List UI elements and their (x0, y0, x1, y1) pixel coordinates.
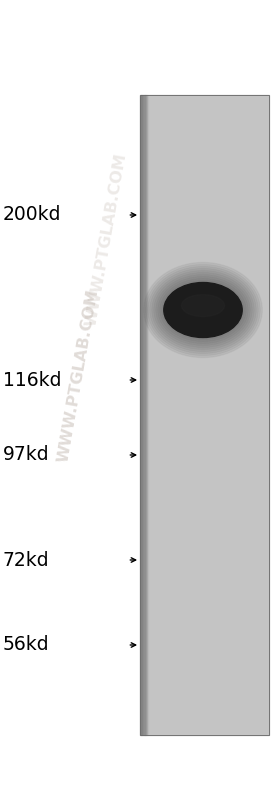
Bar (140, 95, 269, 735)
Ellipse shape (160, 279, 246, 341)
Bar (141, 95, 142, 735)
Bar (145, 95, 146, 735)
Text: 116kd: 116kd (3, 371, 61, 389)
Bar (142, 95, 143, 735)
Ellipse shape (164, 283, 242, 337)
Ellipse shape (150, 268, 256, 352)
Ellipse shape (152, 271, 254, 349)
Ellipse shape (146, 264, 260, 356)
Ellipse shape (162, 280, 244, 340)
Bar (145, 95, 146, 735)
Ellipse shape (181, 295, 225, 316)
Bar (144, 95, 145, 735)
Text: 72kd: 72kd (3, 551, 50, 570)
Bar (146, 95, 147, 735)
Ellipse shape (148, 267, 258, 353)
Bar (140, 95, 269, 735)
Ellipse shape (154, 272, 252, 348)
Bar (147, 95, 148, 735)
Ellipse shape (156, 275, 250, 345)
Text: 56kd: 56kd (3, 635, 50, 654)
Text: 97kd: 97kd (3, 446, 50, 464)
Text: 200kd: 200kd (3, 205, 61, 225)
Bar (143, 95, 144, 735)
Bar (146, 95, 147, 735)
Text: WWW.PTGLAB.COM: WWW.PTGLAB.COM (56, 288, 101, 463)
Bar (140, 95, 141, 735)
Ellipse shape (144, 263, 262, 357)
Ellipse shape (158, 276, 248, 344)
Text: WWW.PTGLAB.COM: WWW.PTGLAB.COM (84, 152, 129, 328)
Bar (142, 95, 143, 735)
